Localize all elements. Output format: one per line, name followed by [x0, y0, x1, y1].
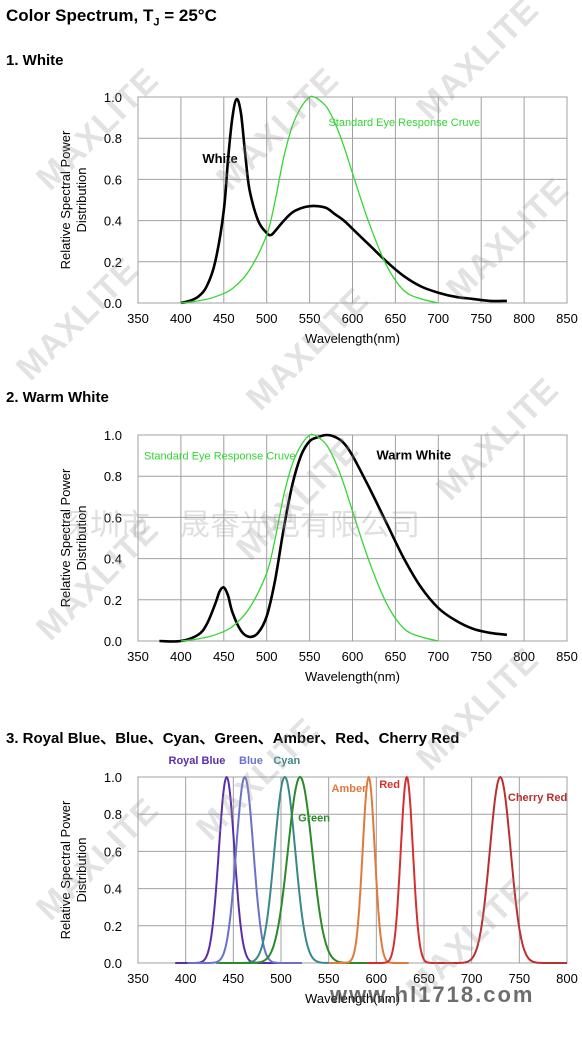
- series-label: Blue: [239, 755, 263, 767]
- series-label: Cherry Red: [508, 792, 567, 804]
- x-tick-label: 600: [342, 649, 364, 664]
- x-tick-label: 700: [427, 649, 449, 664]
- x-tick-label: 400: [170, 649, 192, 664]
- x-tick-label: 600: [365, 971, 387, 986]
- x-tick-label: 750: [508, 971, 530, 986]
- x-tick-label: 500: [256, 311, 278, 326]
- chart-white: 350 400 450 500 550 600 650 700 750 800 850 0.0 0.2 0…: [58, 90, 578, 346]
- series-label: Cyan: [273, 755, 300, 767]
- series-label: Warm White: [377, 448, 452, 463]
- y-tick-label: 0.2: [104, 919, 122, 934]
- y-tick-label: 1.0: [104, 428, 122, 443]
- section-title-white: 1. White: [6, 52, 64, 69]
- y-tick-label: 1.0: [104, 90, 122, 105]
- watermark-site: www.hl1718.com: [330, 982, 535, 1007]
- y-tick-label: 0.2: [104, 255, 122, 270]
- x-tick-label: 550: [299, 311, 321, 326]
- x-tick-label: 650: [385, 649, 407, 664]
- x-tick-label: 600: [342, 311, 364, 326]
- x-tick-label: 650: [413, 971, 435, 986]
- section-title-warm-white: 2. Warm White: [6, 389, 109, 406]
- y-tick-label: 0.2: [104, 593, 122, 608]
- x-tick-label: 650: [385, 311, 407, 326]
- y-tick-label: 0.6: [104, 172, 122, 187]
- x-tick-label: 800: [556, 971, 578, 986]
- spectrum-line: [328, 775, 409, 965]
- chart-warm-white: 350 400 450 500 550 600 650 700 750 800 850 0.0 0.2 0…: [58, 428, 578, 684]
- y-tick-label: 0.4: [104, 882, 122, 897]
- x-tick-label: 350: [127, 311, 149, 326]
- x-tick-label: 850: [556, 649, 578, 664]
- spectrum-line: [175, 775, 279, 964]
- x-axis-label: Wavelength(nm): [305, 669, 400, 684]
- y-tick-label: 0.4: [104, 552, 122, 567]
- x-tick-label: 450: [213, 649, 235, 664]
- chart-colors: 350 400 450 500 550 600 650 700 750 800 0.0 0.2 0.4 0…: [58, 755, 578, 1006]
- x-tick-label: 750: [470, 311, 492, 326]
- x-tick-label: 500: [270, 971, 292, 986]
- y-tick-label: 0.0: [104, 296, 122, 311]
- x-tick-label: 350: [127, 649, 149, 664]
- section-title-colors: 3. Royal Blue、Blue、Cyan、Green、Amber、Red、…: [6, 730, 460, 747]
- plot-frame: [137, 776, 568, 964]
- x-tick-label: 450: [222, 971, 244, 986]
- y-tick-label: 0.6: [104, 510, 122, 525]
- x-tick-label: 750: [470, 649, 492, 664]
- spectrum-line: [431, 775, 567, 964]
- series-label: Royal Blue: [169, 755, 226, 767]
- y-tick-label: 0.0: [104, 634, 122, 649]
- x-tick-label: 400: [175, 971, 197, 986]
- x-tick-label: 350: [127, 971, 149, 986]
- eye-response-label: Standard Eye Response Cruve: [144, 451, 296, 463]
- y-tick-label: 0.8: [104, 469, 122, 484]
- spectrum-line: [366, 775, 447, 965]
- y-tick-label: 0.0: [104, 956, 122, 971]
- x-tick-label: 550: [318, 971, 340, 986]
- series-label: Green: [298, 813, 330, 825]
- y-axis-label: Relative Spectral PowerDistribution: [58, 468, 89, 607]
- x-tick-label: 400: [170, 311, 192, 326]
- spectrum-line: [180, 97, 507, 305]
- x-tick-label: 850: [556, 311, 578, 326]
- eye-response-line: [180, 95, 439, 304]
- y-axis-label: Relative Spectral PowerDistribution: [58, 800, 89, 939]
- spectrum-line: [219, 775, 381, 965]
- page-title: Color Spectrum, TJ = 25°C: [6, 6, 217, 29]
- series-label: Amber: [332, 783, 368, 795]
- x-tick-label: 800: [513, 649, 535, 664]
- y-tick-label: 0.4: [104, 214, 122, 229]
- series-label: Red: [379, 779, 400, 791]
- x-tick-label: 700: [427, 311, 449, 326]
- y-tick-label: 1.0: [104, 770, 122, 785]
- x-tick-label: 500: [256, 649, 278, 664]
- spectrum-line: [187, 775, 302, 964]
- y-tick-label: 0.8: [104, 807, 122, 822]
- spectrum-line: [159, 433, 508, 643]
- series-label: White: [202, 151, 237, 166]
- eye-response-label: Standard Eye Response Cruve: [328, 117, 480, 129]
- y-tick-label: 0.6: [104, 844, 122, 859]
- y-tick-label: 0.8: [104, 131, 122, 146]
- x-tick-label: 700: [461, 971, 483, 986]
- x-axis-label: Wavelength(nm): [305, 331, 400, 346]
- x-tick-label: 800: [513, 311, 535, 326]
- x-tick-label: 550: [299, 649, 321, 664]
- eye-response-line: [180, 433, 439, 642]
- y-axis-label: Relative Spectral PowerDistribution: [58, 130, 89, 269]
- x-axis-label: Wavelength(nm): [305, 991, 400, 1006]
- x-tick-label: 450: [213, 311, 235, 326]
